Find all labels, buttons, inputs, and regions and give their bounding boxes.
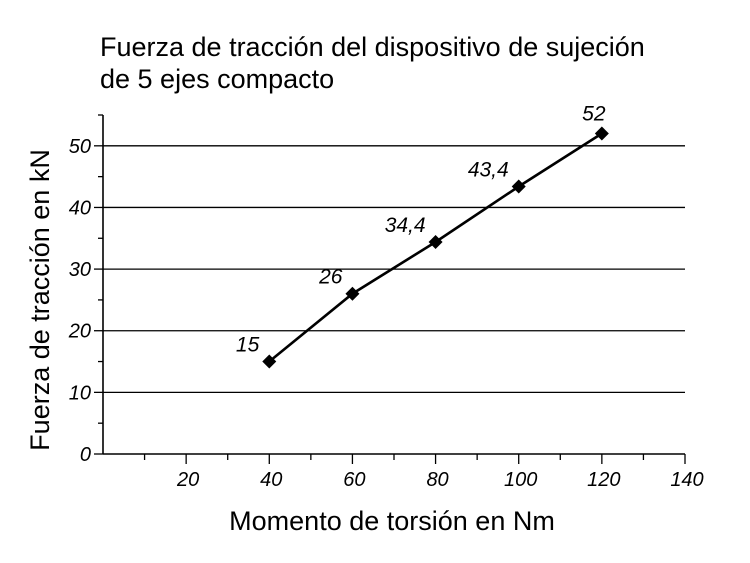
data-label-2: 34,4	[385, 214, 426, 237]
chart-title-line-2: de 5 ejes compacto	[100, 64, 334, 94]
data-label-0: 15	[236, 334, 260, 357]
y-tick-label-10: 10	[69, 382, 91, 404]
series: 15 26 34,4 43,4 52	[236, 102, 609, 369]
y-tick-label-50: 50	[69, 136, 91, 158]
x-tick-label-80: 80	[426, 469, 448, 491]
y-tick-label-0: 0	[80, 444, 91, 466]
data-point-0	[262, 354, 277, 369]
data-label-1: 26	[318, 266, 343, 289]
chart-title-line-1: Fuerza de tracción del dispositivo de su…	[100, 32, 645, 62]
x-tick-labels: 20 40 60 80 100 120 140	[176, 469, 704, 491]
data-point-4	[594, 126, 609, 141]
x-tick-label-60: 60	[343, 469, 365, 491]
x-tick-label-120: 120	[587, 469, 620, 491]
y-axis-label: Fuerza de tracción en kN	[25, 149, 55, 451]
y-tick-label-40: 40	[69, 197, 91, 219]
y-tick-labels: 0 10 20 30 40 50	[68, 136, 91, 466]
data-point-1	[345, 286, 360, 301]
axes	[102, 115, 685, 455]
y-tick-label-20: 20	[68, 321, 91, 343]
data-point-2	[428, 234, 443, 249]
x-tick-label-140: 140	[670, 469, 703, 491]
data-label-3: 43,4	[468, 158, 509, 181]
x-axis-label: Momento de torsión en Nm	[229, 506, 555, 536]
tick-marks	[94, 114, 686, 464]
data-label-4: 52	[582, 102, 606, 125]
x-tick-label-20: 20	[176, 469, 199, 491]
x-tick-label-100: 100	[504, 469, 537, 491]
y-tick-label-30: 30	[69, 259, 91, 281]
x-tick-label-40: 40	[260, 469, 282, 491]
data-point-3	[511, 179, 526, 194]
